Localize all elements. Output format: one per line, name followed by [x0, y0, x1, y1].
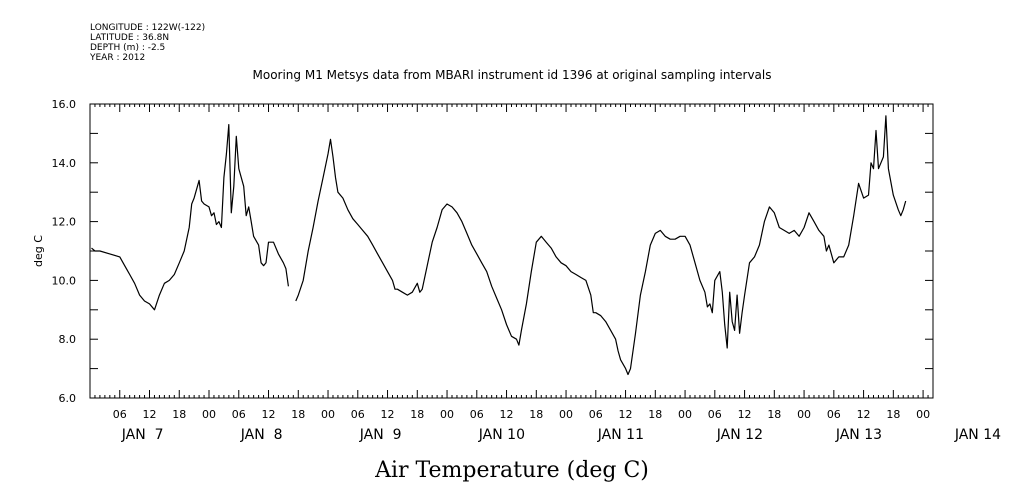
- metadata-longitude: LONGITUDE : 122W(-122): [90, 23, 205, 33]
- x-hour-tick-label: 18: [767, 408, 781, 421]
- x-day-label: JAN 13: [835, 427, 882, 443]
- x-day-label: JAN 11: [597, 427, 644, 443]
- x-hour-tick-label: 18: [529, 408, 543, 421]
- y-tick-label: 10.0: [52, 274, 77, 287]
- y-tick-label: 8.0: [59, 333, 77, 346]
- metadata-year: YEAR : 2012: [89, 53, 145, 63]
- x-hour-tick-label: 12: [619, 408, 633, 421]
- plot-frame: [89, 103, 934, 399]
- x-axis-label: Air Temperature (deg C): [374, 458, 649, 483]
- x-hour-tick-label: 12: [143, 408, 157, 421]
- x-hour-tick-label: 00: [916, 408, 930, 421]
- chart-title: Mooring M1 Metsys data from MBARI instru…: [253, 68, 772, 82]
- x-hour-tick-label: 00: [797, 408, 811, 421]
- x-hour-tick-label: 06: [351, 408, 365, 421]
- x-hour-tick-label: 12: [381, 408, 395, 421]
- x-day-label: JAN 7: [121, 427, 164, 443]
- y-axis-label: deg C: [32, 235, 45, 267]
- x-day-label: JAN 9: [359, 427, 402, 443]
- x-hour-tick-label: 18: [291, 408, 305, 421]
- x-hour-tick-label: 06: [113, 408, 127, 421]
- x-hour-tick-label: 06: [827, 408, 841, 421]
- y-tick-label: 14.0: [52, 157, 77, 170]
- x-hour-tick-label: 00: [678, 408, 692, 421]
- x-day-label: JAN 8: [240, 427, 283, 443]
- x-hour-tick-label: 06: [232, 408, 246, 421]
- y-tick-label: 12.0: [52, 216, 77, 229]
- metadata-latitude: LATITUDE : 36.8N: [90, 33, 169, 43]
- y-tick-label: 16.0: [52, 98, 77, 111]
- x-hour-tick-label: 00: [440, 408, 454, 421]
- series-line-segment: [295, 115, 907, 376]
- metadata-depth: DEPTH (m) : -2.5: [90, 43, 165, 53]
- y-axis: 6.0 8.0 10.0 12.0 14.0 16.0: [52, 98, 933, 405]
- x-hour-tick-label: 06: [470, 408, 484, 421]
- x-hour-tick-label: 12: [262, 408, 276, 421]
- x-hour-tick-label: 18: [172, 408, 186, 421]
- x-hour-tick-label: 12: [738, 408, 752, 421]
- metadata-block: LONGITUDE : 122W(-122) LATITUDE : 36.8N …: [89, 23, 205, 63]
- x-hour-tick-label: 18: [410, 408, 424, 421]
- x-hour-tick-label: 00: [202, 408, 216, 421]
- x-day-label: JAN 12: [716, 427, 763, 443]
- series-air-temperature: [91, 115, 907, 376]
- x-hour-tick-label: 00: [559, 408, 573, 421]
- x-hour-tick-label: 06: [589, 408, 603, 421]
- x-day-label: JAN 10: [478, 427, 525, 443]
- x-day-label: JAN 14: [954, 427, 1001, 443]
- series-line-segment: [91, 124, 289, 311]
- x-hour-tick-label: 12: [500, 408, 514, 421]
- x-axis: 06 12 18 00 06 12 18 00 06 12 18 00 06 12 18 00 06 12 18 00…: [94, 104, 1001, 443]
- x-hour-tick-label: 18: [886, 408, 900, 421]
- x-hour-tick-label: 12: [857, 408, 871, 421]
- x-hour-tick-label: 00: [321, 408, 335, 421]
- y-tick-label: 6.0: [59, 392, 77, 405]
- x-hour-tick-label: 18: [648, 408, 662, 421]
- x-hour-tick-label: 06: [708, 408, 722, 421]
